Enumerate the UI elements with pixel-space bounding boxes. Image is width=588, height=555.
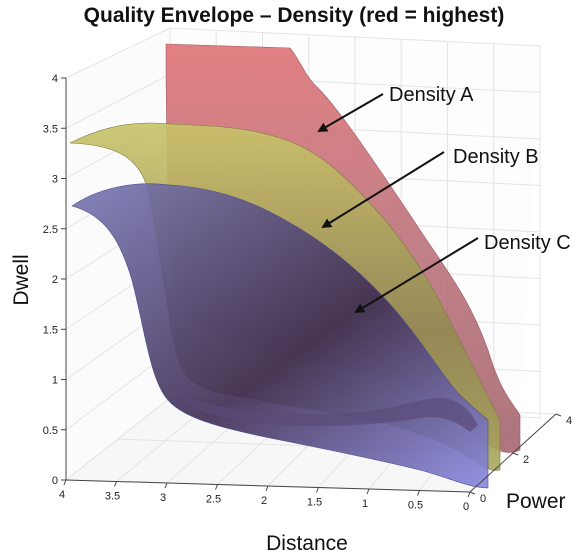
x-tick-label: 0	[463, 501, 469, 513]
y-tick-label: 0	[52, 475, 58, 487]
z-axis-label: Power	[506, 490, 566, 513]
z-tick-label: 4	[566, 415, 572, 427]
x-tick-label: 3	[160, 492, 166, 504]
x-tick-label: 0.5	[408, 500, 423, 512]
x-tick-mark	[114, 481, 117, 487]
y-tick-label: 2.5	[43, 224, 58, 236]
y-tick-label: 1.5	[43, 324, 58, 336]
x-tick-mark	[316, 487, 319, 493]
z-tick-label: 2	[523, 454, 529, 466]
label-density-b: Density B	[453, 146, 539, 168]
x-tick-mark	[417, 490, 420, 496]
x-tick-mark	[63, 479, 67, 486]
label-density-c: Density C	[484, 232, 571, 254]
z-tick-mark	[555, 413, 562, 417]
x-tick-mark	[265, 485, 269, 492]
z-tick-label: 0	[480, 493, 486, 505]
x-tick-mark	[366, 488, 370, 495]
x-tick-mark	[215, 484, 218, 490]
x-tick-label: 4	[59, 489, 65, 501]
z-tick-mark	[469, 491, 476, 495]
surface-density-c-floor	[188, 398, 478, 432]
x-tick-label: 2	[261, 495, 267, 507]
y-tick-label: 3	[52, 174, 58, 186]
x-tick-label: 2.5	[206, 494, 221, 506]
arrow-density-b	[321, 151, 445, 229]
y-tick-label: 1	[52, 375, 58, 387]
y-tick-label: 2	[52, 274, 58, 286]
x-axis-label: Distance	[266, 532, 348, 555]
x-tick-mark	[164, 482, 168, 489]
y-tick-label: 0.5	[43, 425, 58, 437]
x-tick-mark	[467, 491, 471, 498]
z-tick-mark	[512, 452, 519, 456]
axes-layer: 0 0.5 1 1.5 2 2.5 3 3.5 4 4 3.5 3 2.5 2 1.5 1 0.5 0 0 2 4	[43, 73, 572, 513]
y-tick-label: 3.5	[43, 123, 58, 135]
x-tick-label: 1	[362, 498, 368, 510]
label-density-a: Density A	[389, 84, 474, 106]
arrow-density-c	[354, 237, 479, 314]
arrow-density-a	[317, 93, 384, 133]
x-tick-label: 1.5	[307, 497, 322, 509]
x-tick-label: 3.5	[105, 491, 120, 503]
y-axis-label: Dwell	[10, 254, 33, 305]
chart-title: Quality Envelope – Density (red = highes…	[83, 4, 505, 27]
y-tick-label: 4	[52, 73, 58, 85]
